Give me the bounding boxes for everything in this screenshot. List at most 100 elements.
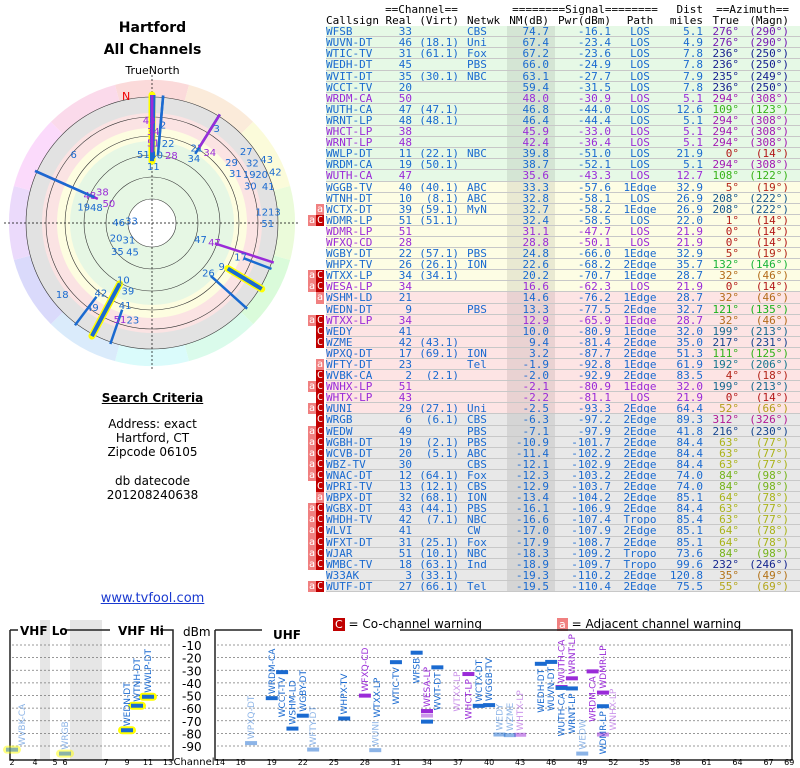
table-row[interactable]: C WVBK-CA 2 (2.1) -2.0 -92.9 2Edge 83.5 4° (18°)	[315, 370, 800, 382]
station-callsign-label: WZME	[506, 702, 516, 731]
table-row[interactable]: a C WTXX-LP 34 12.9 -65.9 1Edge 28.7 32° (46°)	[307, 314, 800, 326]
callsign-cell: WUNI	[326, 403, 353, 414]
column-header: NM(dB)	[509, 15, 549, 27]
callsign-cell: WMBC-TV	[326, 558, 373, 569]
azimuth-magnetic-cell: (290°)	[749, 37, 789, 48]
azimuth-true-cell: 84°	[719, 481, 739, 492]
station-callsign-label: WRNT-LP	[568, 693, 578, 734]
table-row[interactable]: WFSB 33 CBS 74.7 -16.1 LOS 5.1 276° (290°)	[326, 26, 800, 38]
table-row[interactable]: WRDM-CA 50 48.0 -30.9 LOS 5.1 294° (308°)	[326, 92, 800, 104]
path-cell: LOS	[630, 26, 650, 37]
table-row[interactable]: a C WUTF-DT 27 (66.1) Tel -19.5 -110.4 2Edge 75.5…	[307, 580, 800, 592]
table-row[interactable]: a C WHDH-TV 42 (7.1) NBC -16.6 -107.4 Tropo 85.4 6…	[307, 514, 800, 526]
path-cell: LOS	[630, 70, 650, 81]
callsign-cell: WCVB-DT	[326, 447, 373, 458]
adjacent-warning-badge: a	[307, 381, 316, 393]
table-row[interactable]: a C WFXT-DT 31 (25.1) Fox -17.9 -108.7 2Edge 85.1…	[307, 536, 800, 548]
station-callsign-label: WTIC-TV	[392, 666, 402, 704]
azimuth-true-cell: 52°	[719, 403, 739, 414]
virtual-channel-cell: (18.1)	[419, 37, 459, 48]
station-channel-label: 13	[268, 208, 281, 219]
table-row[interactable]: WUTH-CA 47 35.6 -43.3 LOS 12.7 108° (122°)	[326, 170, 800, 182]
co-channel-warning-badge: C	[315, 547, 324, 559]
station-channel-label: 43	[260, 155, 273, 166]
real-channel-cell: 51	[398, 214, 412, 225]
real-channel-cell: 34	[398, 270, 412, 281]
azimuth-true-cell: 208°	[712, 192, 740, 203]
table-row[interactable]: WTIC-TV 31 (61.1) Fox 67.2 -23.6 LOS 7.8 236° (25…	[326, 48, 800, 60]
table-row[interactable]: WGGB-TV 40 (40.1) ABC 33.3 -57.6 1Edge 32.9 5° (1…	[326, 181, 800, 193]
table-row[interactable]: a C WBZ-TV 30 CBS -12.1 -102.9 2Edge 84.4 63° (77°…	[307, 458, 800, 470]
table-row[interactable]: a C WNAC-DT 12 (64.1) Fox -12.3 -103.2 2Edge 74.0…	[307, 469, 800, 482]
callsign-cell: WRDM-CA	[326, 92, 373, 103]
table-row[interactable]: a C WGBX-DT 43 (44.1) PBS -16.1 -106.9 2Edge 84.4…	[307, 503, 800, 515]
virtual-channel-cell	[412, 82, 459, 92]
table-row[interactable]: WHCT-LP 38 45.9 -33.0 LOS 5.1 294° (308°)	[326, 126, 800, 138]
table-row[interactable]: WEDH-DT 45 PBS 66.0 -24.9 LOS 7.8 236° (250°)	[326, 59, 800, 71]
table-row[interactable]: a C WNHX-LP 51 -2.1 -80.9 1Edge 32.0 199° (213°)	[307, 381, 800, 393]
channel-axis-label: Channel	[173, 757, 214, 768]
table-row[interactable]: a C WMBC-TV 18 (63.1) Ind -18.9 -109.7 Tropo 99.6…	[307, 558, 800, 570]
co-channel-warning-badge: C	[315, 469, 324, 482]
azimuth-magnetic-cell: (122°)	[749, 170, 789, 181]
table-row[interactable]: WVIT-DT 35 (30.1) NBC 63.1 -27.7 LOS 7.9 235° (24…	[326, 70, 800, 82]
station-signal-bar	[276, 670, 289, 675]
table-row[interactable]: a WBPX-DT 32 (68.1) ION -13.4 -104.2 2Edge 85.1 6…	[315, 492, 800, 504]
table-row[interactable]: WUTH-CA 47 (47.1) 46.8 -44.0 LOS 12.6 109° (123°…	[326, 103, 800, 115]
tvfool-link[interactable]: www.tvfool.com	[100, 591, 205, 606]
table-row[interactable]: WWLP-DT 11 (22.1) NBC 39.8 -51.0 LOS 21.9 0° (14°…	[326, 148, 800, 160]
azimuth-magnetic-cell: (98°)	[755, 547, 789, 558]
table-row[interactable]: C WZME 42 (43.1) 9.4 -81.4 2Edge 35.0 217° (231°)	[315, 336, 800, 348]
adjacent-warning-badge: a	[307, 214, 316, 226]
noise-margin-cell: 10.0	[507, 325, 555, 336]
table-row[interactable]: a C WESA-LP 34 16.6 -62.3 LOS 21.9 0° (14°)	[307, 281, 800, 293]
table-row[interactable]: C WHTX-LP 43 -2.2 -81.1 LOS 21.9 0° (14°)	[315, 392, 800, 404]
table-row[interactable]: a WSHM-LD 21 14.6 -76.2 1Edge 28.7 32° (46°)	[315, 292, 800, 304]
table-row[interactable]: a WFTY-DT 23 Tel -1.9 -92.8 1Edge 61.9 192° (206°…	[315, 359, 800, 371]
station-signal-bar	[565, 686, 578, 691]
table-row[interactable]: WPXQ-DT 17 (69.1) ION 3.2 -87.7 2Edge 51.3 111° (…	[326, 347, 800, 359]
power-cell: -58.1	[577, 192, 611, 203]
path-cell: 2Edge	[623, 580, 657, 591]
table-row[interactable]: WRNT-LP 48 42.4 -36.4 LOS 5.1 294° (308°)	[326, 137, 800, 149]
real-channel-cell: 19	[398, 436, 412, 447]
table-row[interactable]: a C WEDW 49 PBS -7.1 -97.9 2Edge 41.8 216° (230°)	[307, 425, 800, 437]
table-row[interactable]: WRDM-CA 19 (50.1) 38.7 -52.1 LOS 5.1 294° (308°)	[326, 159, 800, 171]
station-channel-label: 18	[56, 290, 69, 301]
table-row[interactable]: a C WDMR-LP 51 (51.1) 32.4 -58.5 LOS 22.0 1° (14°)	[307, 214, 800, 226]
table-row[interactable]: C WEDY 41 10.0 -80.9 1Edge 32.0 199° (213°)	[315, 325, 800, 337]
path-cell: 1Edge	[623, 181, 657, 192]
table-row[interactable]: a C WTXX-LP 34 (34.1) 20.2 -70.7 1Edge 28.7 32° (4…	[307, 270, 800, 282]
table-row[interactable]: a C WJAR 51 (10.1) NBC -18.3 -109.2 Tropo 73.6 84°…	[307, 547, 800, 559]
table-row[interactable]: a WCTX-DT 39 (59.1) MyN 32.7 -58.2 1Edge 26.9 208…	[315, 203, 800, 215]
path-cell: 2Edge	[623, 569, 657, 580]
table-row[interactable]: WCCT-TV 20 59.4 -31.5 LOS 7.8 236° (250°)	[326, 81, 800, 93]
network-cell: PBS	[467, 503, 487, 514]
table-row[interactable]: a C WCVB-DT 20 (5.1) ABC -11.4 -102.2 2Edge 84.4 6…	[307, 447, 800, 459]
power-cell: -106.9	[571, 503, 611, 514]
table-row[interactable]: WEDN-DT 9 PBS 13.3 -77.5 2Edge 32.7 121° (135°)	[326, 303, 800, 315]
real-channel-cell: 29	[398, 403, 412, 414]
x-tick-label: 2	[9, 758, 14, 767]
network-cell	[459, 370, 507, 380]
table-row[interactable]: C WPRI-TV 13 (12.1) CBS -12.9 -103.7 2Edge 74.0 8…	[315, 481, 800, 493]
table-row[interactable]: WHPX-TV 26 (26.1) ION 22.6 -68.2 2Edge 35.7 132°…	[326, 259, 800, 271]
network-cell: PBS	[467, 436, 487, 447]
table-row[interactable]: WRNT-LP 48 (48.1) 46.4 -44.4 LOS 5.1 294° (308°)	[326, 114, 800, 127]
x-tick-label: 34	[422, 758, 432, 767]
table-row[interactable]: WFXQ-CD 28 28.8 -50.1 LOS 21.9 0° (14°)	[326, 236, 800, 249]
table-row[interactable]: W33AK 3 (33.1) -19.3 -110.2 2Edge 120.8 35° (49°…	[326, 569, 800, 581]
station-signal-bar	[286, 726, 299, 731]
table-row[interactable]: WTNH-DT 10 (8.1) ABC 32.8 -58.1 LOS 26.9 208° (22…	[326, 192, 800, 204]
table-row[interactable]: a C WGBH-DT 19 (2.1) PBS -10.9 -101.7 2Edge 84.4 6…	[307, 436, 800, 448]
table-row[interactable]: WGBY-DT 22 (57.1) PBS 24.8 -66.0 1Edge 32.9 5° (1…	[326, 248, 800, 260]
table-row[interactable]: a C WLVI 41 CW -17.0 -107.9 2Edge 85.1 64° (78°)	[307, 525, 800, 537]
noise-margin-cell: -19.5	[507, 580, 555, 591]
azimuth-true-cell: 35°	[719, 569, 739, 580]
table-row[interactable]: C WRGB 6 (6.1) CBS -6.3 -97.2 2Edge 89.3 312° (326…	[315, 414, 800, 426]
table-row[interactable]: WUVN-DT 46 (18.1) Uni 67.4 -23.4 LOS 4.9 276° (29…	[326, 37, 800, 49]
table-row[interactable]: WDMR-LP 51 31.1 -47.7 LOS 21.9 0° (14°)	[326, 225, 800, 237]
table-row[interactable]: a C WUNI 29 (27.1) Uni -2.5 -93.3 2Edge 64.4 52° (6…	[307, 403, 800, 415]
